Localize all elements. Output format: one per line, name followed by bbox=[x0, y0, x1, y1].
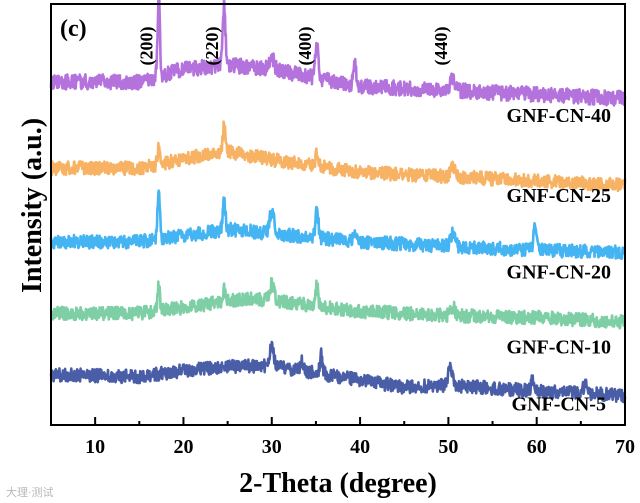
y-axis-title: Intensity (a.u.) bbox=[17, 118, 48, 293]
series-label-gnf-cn-40: GNF-CN-40 bbox=[507, 105, 611, 127]
x-axis-title: 2-Theta (degree) bbox=[239, 468, 437, 499]
x-tick-label: 40 bbox=[350, 436, 370, 458]
x-tick-label: 50 bbox=[438, 436, 458, 458]
peak-labels: (200) (220) (400) (440) bbox=[137, 27, 452, 66]
series-labels: GNF-CN-40 GNF-CN-25 GNF-CN-20 GNF-CN-10 GNF-… bbox=[507, 105, 611, 415]
series-gnf-cn-5-line bbox=[49, 340, 627, 404]
peak-label: (220) bbox=[202, 27, 223, 66]
x-axis-ticks: 10 20 30 40 50 60 70 bbox=[50, 417, 635, 458]
series-layer bbox=[49, 0, 627, 404]
series-gnf-cn-40-line bbox=[49, 0, 627, 107]
series-label-gnf-cn-10: GNF-CN-10 bbox=[507, 336, 611, 358]
watermark: 大理·测试 bbox=[6, 486, 54, 499]
series-gnf-cn-10-line bbox=[49, 277, 627, 330]
x-tick-label: 60 bbox=[527, 436, 547, 458]
x-tick-label: 20 bbox=[173, 436, 193, 458]
plot-frame bbox=[50, 3, 626, 426]
x-tick-label: 10 bbox=[85, 436, 105, 458]
peak-label: (200) bbox=[137, 27, 158, 66]
series-gnf-cn-20-line bbox=[49, 189, 627, 261]
series-label-gnf-cn-25: GNF-CN-25 bbox=[507, 185, 611, 207]
x-tick-label: 30 bbox=[262, 436, 282, 458]
peak-label: (440) bbox=[431, 27, 452, 66]
series-label-gnf-cn-20: GNF-CN-20 bbox=[507, 261, 611, 283]
series-label-gnf-cn-5: GNF-CN-5 bbox=[512, 393, 606, 415]
series-gnf-cn-25-line bbox=[49, 120, 627, 193]
panel-label: (c) bbox=[60, 16, 87, 42]
x-tick-label: 70 bbox=[615, 436, 635, 458]
peak-label: (400) bbox=[295, 27, 316, 66]
